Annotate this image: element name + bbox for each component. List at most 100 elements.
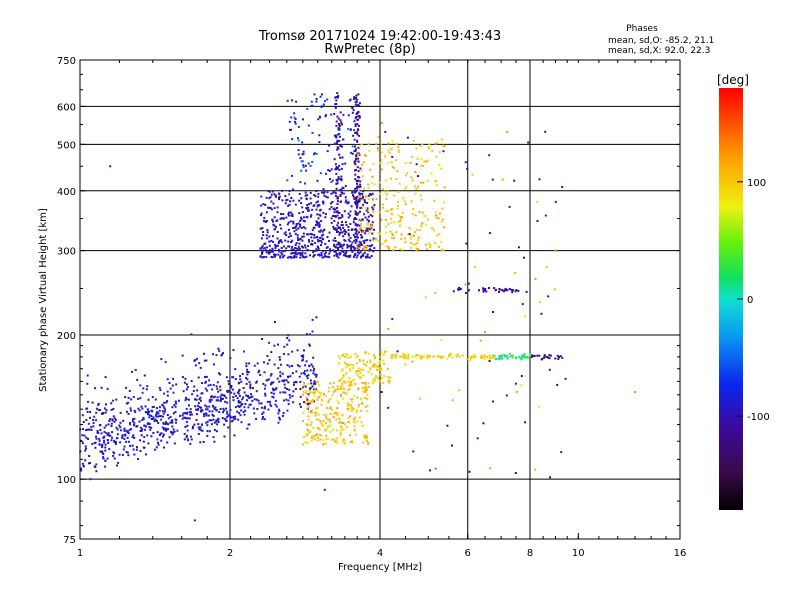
data-point (240, 380, 243, 383)
data-point (297, 227, 300, 230)
data-point (364, 405, 367, 408)
data-point (381, 188, 384, 191)
data-point (360, 376, 362, 379)
data-point (391, 232, 394, 235)
data-point (268, 197, 271, 200)
data-point (336, 148, 339, 151)
data-point (342, 138, 345, 141)
data-point (336, 442, 339, 444)
data-point (100, 412, 103, 415)
data-point (534, 277, 537, 280)
data-point (364, 381, 367, 384)
data-point (411, 213, 414, 216)
data-point (85, 407, 88, 410)
data-point (300, 160, 303, 163)
data-point (140, 429, 143, 432)
data-point (352, 234, 355, 237)
data-point (321, 256, 324, 259)
data-point (190, 438, 193, 441)
data-point (337, 217, 340, 220)
data-point (276, 219, 279, 222)
data-point (121, 435, 124, 438)
data-point (435, 155, 438, 158)
data-point (317, 413, 320, 416)
data-point (354, 125, 357, 128)
data-point (234, 378, 237, 381)
data-point (271, 219, 274, 221)
data-point (199, 366, 202, 369)
data-point (443, 145, 446, 148)
data-point (300, 355, 303, 357)
data-point (161, 403, 164, 406)
data-point (335, 103, 338, 105)
data-point (332, 413, 335, 416)
data-point (363, 154, 366, 156)
data-point (168, 436, 171, 439)
data-point (287, 334, 290, 337)
data-point (357, 103, 360, 106)
data-point (139, 426, 142, 429)
data-point (114, 442, 117, 445)
data-point (341, 369, 344, 372)
data-point (361, 424, 364, 427)
data-point (189, 413, 192, 416)
data-point (371, 228, 374, 231)
data-point (392, 165, 394, 168)
data-point (316, 236, 319, 238)
data-point (312, 251, 315, 254)
data-point (405, 174, 408, 177)
data-point (119, 421, 122, 424)
data-point (354, 416, 357, 419)
y-tick-label: 400 (57, 187, 76, 198)
data-point (324, 213, 327, 216)
data-point (492, 311, 495, 313)
data-point (347, 201, 350, 204)
data-point (326, 418, 329, 421)
data-point (305, 407, 308, 410)
data-point (115, 441, 117, 444)
data-point (377, 135, 380, 138)
data-point (284, 195, 287, 198)
data-point (377, 369, 380, 372)
data-point (371, 221, 374, 224)
data-point (407, 356, 410, 359)
data-point (113, 420, 116, 423)
data-point (358, 416, 361, 419)
data-point (321, 399, 324, 402)
data-point (513, 272, 516, 274)
data-point (300, 202, 302, 205)
data-point (357, 118, 360, 121)
data-point (334, 163, 337, 166)
data-point (420, 164, 422, 167)
data-point (344, 185, 347, 187)
data-point (357, 212, 360, 215)
data-point (287, 214, 290, 217)
data-point (260, 246, 263, 249)
data-point (508, 288, 511, 290)
data-point (84, 459, 87, 462)
data-point (95, 411, 98, 414)
data-point (366, 207, 369, 210)
data-point (523, 256, 525, 259)
data-point (340, 245, 343, 248)
data-point (129, 444, 132, 447)
colorbar-tick-label: 0 (747, 295, 753, 306)
data-point (329, 430, 332, 433)
data-point (292, 383, 295, 386)
data-point (540, 312, 543, 315)
data-point (561, 356, 564, 359)
data-point (346, 426, 349, 428)
data-point (292, 401, 295, 404)
data-point (337, 117, 340, 120)
data-point (316, 179, 319, 182)
data-point (349, 367, 352, 370)
data-point (336, 214, 339, 217)
data-point (441, 207, 444, 210)
data-point (236, 397, 239, 400)
data-point (331, 200, 334, 203)
data-point (313, 236, 316, 239)
data-point (300, 197, 303, 200)
data-point (319, 438, 322, 441)
data-point (204, 404, 207, 407)
data-point (193, 359, 196, 362)
